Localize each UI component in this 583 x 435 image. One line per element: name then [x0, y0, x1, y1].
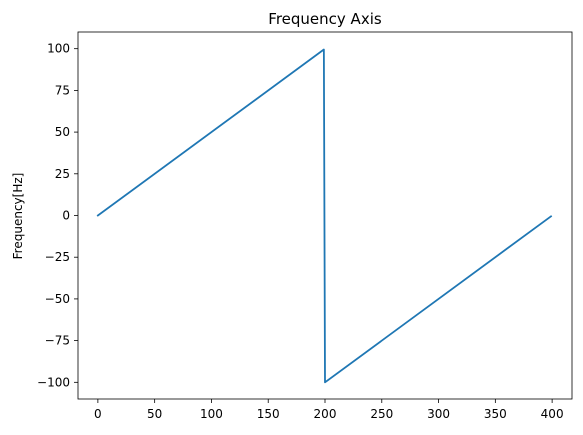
- x-tick-label: 200: [314, 407, 337, 421]
- x-tick-label: 0: [94, 407, 102, 421]
- x-tick-label: 300: [427, 407, 450, 421]
- frequency-series-line: [96, 48, 553, 384]
- x-tick-label: 400: [541, 407, 564, 421]
- y-axis-label: Frequency[Hz]: [11, 173, 25, 260]
- y-tick-label: −75: [45, 334, 70, 348]
- y-tick-label: −25: [45, 250, 70, 264]
- chart-title: Frequency Axis: [268, 10, 382, 28]
- plot-area: 0 50 100 150 200 250 300 350 400 −100 −75 −50 −25 0 2…: [37, 31, 573, 421]
- y-tick-label: 75: [55, 83, 70, 97]
- x-tick-label: 350: [484, 407, 507, 421]
- x-tick-label: 250: [370, 407, 393, 421]
- y-tick-label: 25: [55, 167, 70, 181]
- x-tick-label: 150: [257, 407, 280, 421]
- series-group: [96, 48, 553, 384]
- y-axis-ticks: −100 −75 −50 −25 0 25 50 75 100: [37, 42, 78, 389]
- y-tick-label: 100: [47, 42, 70, 56]
- x-tick-label: 100: [200, 407, 223, 421]
- y-tick-label: 0: [62, 209, 70, 223]
- y-tick-label: 50: [55, 125, 70, 139]
- y-tick-label: −50: [45, 292, 70, 306]
- x-axis-ticks: 0 50 100 150 200 250 300 350 400: [94, 399, 564, 421]
- x-tick-label: 50: [147, 407, 162, 421]
- y-tick-label: −100: [37, 375, 70, 389]
